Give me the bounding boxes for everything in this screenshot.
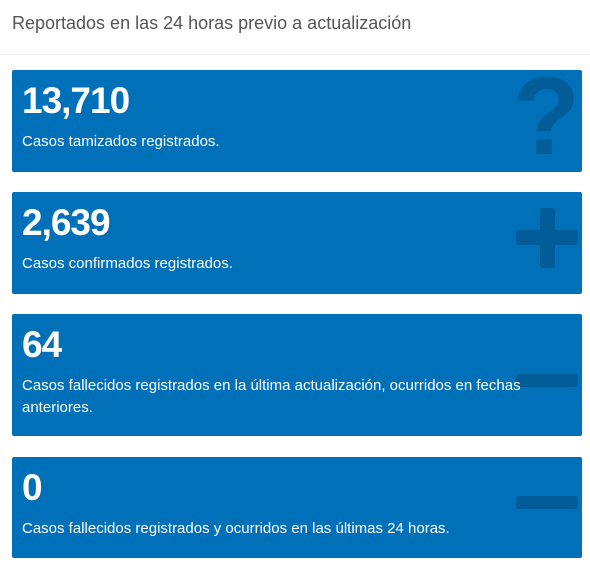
card-label: Casos fallecidos registrados en la últim… [22,377,521,416]
card: 0 Casos fallecidos registrados y ocurrid… [12,457,582,558]
plus-icon [540,208,555,268]
card-label: Casos confirmados registrados. [22,255,233,272]
card-number: 64 [22,324,62,365]
card: 64 Casos fallecidos registrados en la úl… [12,314,582,436]
card-label: Casos fallecidos registrados y ocurridos… [22,520,450,537]
divider [0,54,590,55]
card: ? 13,710 Casos tamizados registrados. [12,70,582,172]
card-number: 0 [22,467,43,508]
card: 2,639 Casos confirmados registrados. [12,192,582,294]
header-title: Reportados en las 24 horas previo a actu… [12,13,412,33]
question-icon: ? [512,70,580,172]
card-label: Casos tamizados registrados. [22,133,220,150]
minus-icon [516,374,578,387]
minus-icon [516,496,578,509]
card-number: 2,639 [22,202,111,243]
card-number: 13,710 [22,80,130,121]
